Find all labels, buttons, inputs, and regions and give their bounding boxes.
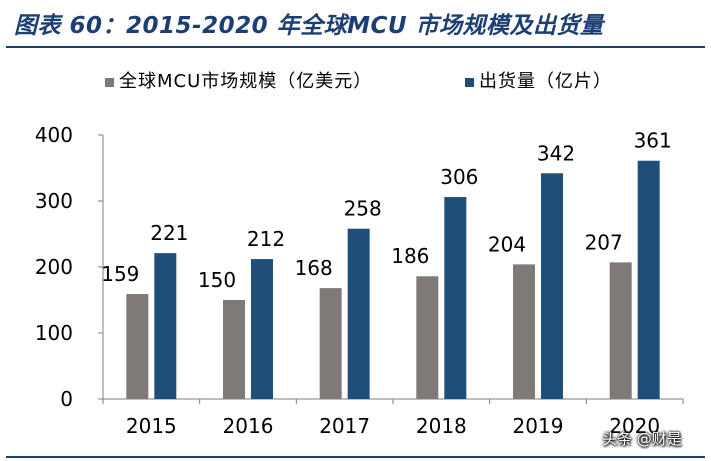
x-tick-label: 2019 — [513, 414, 564, 438]
bar-market — [609, 262, 632, 399]
bar-shipments — [541, 173, 563, 399]
bar-shipments — [347, 228, 370, 399]
x-tick-label: 2017 — [319, 414, 370, 438]
data-label-shipments: 361 — [634, 129, 672, 153]
data-label-shipments: 212 — [247, 227, 285, 251]
data-label-market: 168 — [295, 256, 333, 280]
chart-title: 图表 60：2015-2020 年全球MCU 市场规模及出货量 — [14, 13, 604, 39]
data-label-shipments: 306 — [440, 165, 478, 189]
x-tick-label: 2015 — [126, 414, 177, 438]
data-label-market: 204 — [488, 232, 526, 256]
legend-label-1: 出货量（亿片） — [479, 71, 612, 92]
legend-label-0: 全球MCU市场规模（亿美元） — [119, 71, 372, 92]
bar-shipments — [154, 253, 177, 399]
y-tick-label: 200 — [35, 255, 73, 279]
bottom-divider — [6, 456, 705, 458]
y-tick-label: 100 — [35, 321, 73, 345]
bar-shipments — [444, 197, 467, 399]
data-label-shipments: 221 — [150, 221, 188, 245]
bar-shipments — [251, 259, 273, 399]
data-label-market: 207 — [585, 230, 623, 254]
bar-market — [513, 264, 535, 399]
bar-market — [416, 276, 439, 399]
x-tick-label: 2020 — [609, 414, 660, 438]
bar-market — [223, 300, 245, 399]
y-tick-label: 300 — [35, 189, 73, 213]
data-label-shipments: 342 — [537, 141, 575, 165]
data-label-market: 159 — [101, 262, 139, 286]
x-tick-label: 2018 — [416, 414, 467, 438]
title-divider — [6, 46, 705, 48]
legend-swatch-0 — [105, 78, 114, 87]
legend-swatch-1 — [465, 78, 474, 87]
data-label-market: 186 — [391, 244, 429, 268]
data-label-market: 150 — [198, 268, 236, 292]
data-label-shipments: 258 — [344, 197, 382, 221]
bar-shipments — [637, 160, 660, 399]
bar-market — [319, 288, 342, 399]
watermark: 头条 @财是 — [602, 430, 682, 448]
bar-market — [126, 294, 149, 399]
y-tick-label: 0 — [60, 387, 73, 411]
y-tick-label: 400 — [35, 123, 73, 147]
x-tick-label: 2016 — [223, 414, 274, 438]
